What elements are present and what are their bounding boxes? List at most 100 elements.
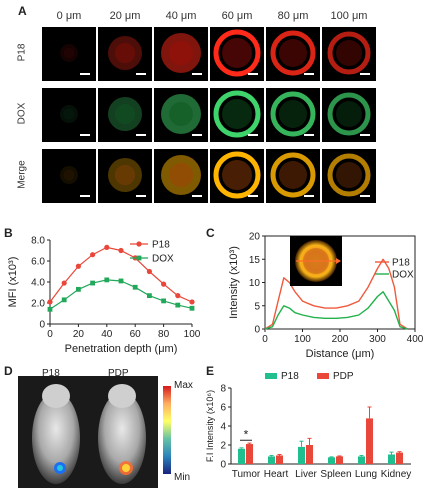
bar	[306, 445, 313, 464]
y-tick-label: 0	[220, 460, 226, 471]
scale-bar	[192, 134, 202, 136]
bar	[238, 448, 245, 464]
micrograph-tile	[266, 149, 320, 203]
bar	[396, 452, 403, 464]
y-tick-label: 0	[254, 325, 260, 336]
x-axis-title: Penetration depth (μm)	[65, 343, 178, 355]
tissue-core	[279, 161, 307, 189]
x-tick-label: 20	[73, 329, 85, 340]
significance-star: *	[244, 427, 249, 441]
category-label: Spleen	[320, 469, 351, 480]
y-tick-label: 6	[220, 403, 226, 414]
tissue-core	[114, 103, 136, 125]
legend-marker	[136, 241, 142, 247]
chart-e: 0 2 4 6 8 F.I Intensity (x10⁶) Tumor Heart Liver…	[205, 371, 411, 480]
mouse-image-panel	[18, 376, 158, 488]
row-label: DOX	[16, 102, 28, 125]
scale-bar	[248, 134, 258, 136]
y-tick-label: 2.0	[31, 299, 45, 310]
micrograph-tile	[42, 88, 96, 142]
tissue-spheroid	[60, 105, 78, 123]
scale-bar	[304, 73, 314, 75]
scale-bar	[136, 134, 146, 136]
bar	[358, 456, 365, 464]
bar	[276, 455, 283, 464]
data-point	[146, 268, 152, 275]
bar	[298, 446, 305, 464]
y-tick-label: 8.0	[31, 236, 45, 247]
legend-label: DOX	[392, 270, 414, 281]
data-point	[189, 305, 195, 311]
y-tick-label: 10	[249, 278, 261, 289]
depth-label: 20 μm	[109, 10, 141, 22]
micrograph-tile	[154, 27, 208, 81]
scale-bar	[360, 134, 370, 136]
tissue-core	[169, 163, 193, 187]
tissue-spheroid	[108, 97, 142, 131]
scale-bar	[136, 73, 146, 75]
tissue-spheroid	[60, 44, 78, 62]
tissue-core	[336, 40, 362, 66]
y-tick-label: 8	[220, 384, 226, 395]
tissue-ring	[213, 151, 261, 199]
y-tick-label: 6.0	[31, 257, 45, 268]
data-point	[47, 306, 53, 312]
tissue-spheroid	[108, 36, 142, 70]
colorbar	[163, 386, 171, 474]
tissue-core	[279, 100, 307, 128]
mouse-label-pdp: PDP	[108, 368, 129, 379]
y-tick-label: 4.0	[31, 278, 45, 289]
micrograph-tile	[322, 88, 376, 142]
y-axis-title: Intensity (x10³)	[228, 246, 240, 319]
legend-label: P18	[152, 240, 170, 251]
x-tick-label: 100	[184, 329, 201, 340]
scale-bar	[80, 134, 90, 136]
y-axis-title: MFI (x10³)	[7, 257, 19, 308]
bar	[328, 457, 335, 464]
inset-merge-image	[290, 236, 342, 286]
x-tick-label: 80	[158, 329, 170, 340]
scale-bar	[80, 195, 90, 197]
data-point	[61, 297, 67, 303]
x-tick-label: 200	[332, 334, 349, 345]
depth-label: 60 μm	[221, 10, 253, 22]
y-tick-label: 15	[249, 255, 261, 266]
legend-label: P18	[392, 258, 410, 269]
colorbar-max-label: Max	[174, 380, 193, 391]
micrograph-tile	[322, 27, 376, 81]
data-point	[161, 298, 166, 304]
tissue-ring	[327, 31, 371, 75]
depth-label: 80 μm	[277, 10, 309, 22]
chart-b: 0 2.0 4.0 6.0 8.0 0 20 40 60 80 100 Penetration dep…	[7, 236, 201, 356]
tissue-ring	[327, 92, 371, 136]
scale-bar	[304, 195, 314, 197]
micrograph-tile	[210, 27, 264, 81]
category-label: Heart	[264, 469, 289, 480]
category-label: Liver	[295, 469, 317, 480]
micrograph-tile	[154, 88, 208, 142]
profile-line-p18	[264, 258, 408, 330]
scale-bar	[360, 73, 370, 75]
tissue-core	[63, 169, 75, 181]
micrograph-tile	[42, 27, 96, 81]
micrograph-tile	[98, 88, 152, 142]
tissue-ring	[270, 91, 316, 137]
tissue-core	[63, 47, 75, 59]
tissue-core	[279, 39, 307, 67]
y-axis-title: F.I Intensity (x10⁶)	[205, 390, 215, 462]
x-tick-label: 400	[407, 334, 423, 345]
depth-label: 40 μm	[165, 10, 197, 22]
legend-label: P18	[281, 371, 299, 382]
data-point	[61, 280, 67, 286]
panel-c-letter: C	[206, 226, 215, 240]
data-point	[161, 281, 167, 287]
legend-label: DOX	[152, 254, 174, 265]
data-point	[104, 277, 110, 283]
micrograph-tile	[210, 88, 264, 142]
tissue-ring	[270, 152, 316, 198]
colorbar-min-label: Min	[174, 472, 191, 483]
data-point	[104, 244, 110, 250]
x-tick-label: 0	[262, 334, 268, 345]
scale-bar	[248, 73, 258, 75]
x-tick-label: 40	[101, 329, 113, 340]
